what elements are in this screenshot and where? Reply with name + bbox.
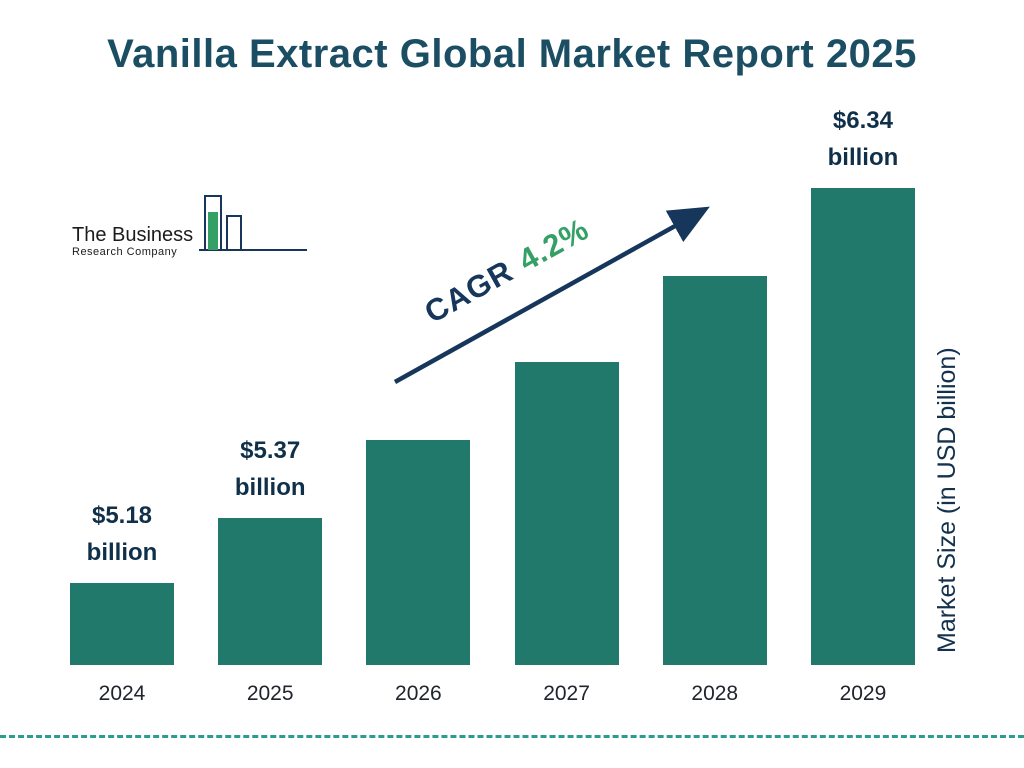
x-axis-label: 2026 <box>395 682 442 705</box>
x-axis-label: 2024 <box>98 682 146 705</box>
logo-bars-icon <box>199 195 308 251</box>
bar-group: $5.37 billion 2025 <box>218 432 323 707</box>
bars: $5.18 billion 2024 $5.37 billion 2025 2026 20… <box>70 102 915 707</box>
bar <box>662 276 767 665</box>
x-axis-label: 2028 <box>691 682 739 705</box>
bar-value-label: $5.37 billion <box>234 436 306 501</box>
bottom-dashed-divider <box>0 735 1024 738</box>
y-axis-title: Market Size (in USD billion) <box>933 347 961 653</box>
page-title: Vanilla Extract Global Market Report 202… <box>107 32 917 76</box>
bar-group: 2026 <box>366 440 471 707</box>
bar <box>514 362 619 665</box>
bar <box>366 440 471 665</box>
bar <box>810 188 915 665</box>
x-axis-label: 2025 <box>246 682 294 705</box>
bar-value-label: $6.34 billion <box>827 106 899 171</box>
x-axis-label: 2027 <box>543 682 590 705</box>
bar-chart: $5.18 billion 2024 $5.37 billion 2025 2026 20… <box>70 95 915 707</box>
bar <box>218 518 323 665</box>
bar-group: $6.34 billion 2029 <box>810 102 915 707</box>
bar-group: $5.18 billion 2024 <box>70 497 174 707</box>
logo-line2: Research Company <box>72 245 178 258</box>
bar-group: 2027 <box>514 362 619 707</box>
bar-value-label: $5.18 billion <box>86 501 158 566</box>
bar-group: 2028 <box>662 276 767 707</box>
logo-line1: The Business <box>72 223 194 246</box>
logo: The Business Research Company <box>72 192 309 258</box>
logo-text: The Business Research Company <box>72 224 193 258</box>
x-axis-label: 2029 <box>839 682 887 705</box>
bar <box>70 583 174 665</box>
